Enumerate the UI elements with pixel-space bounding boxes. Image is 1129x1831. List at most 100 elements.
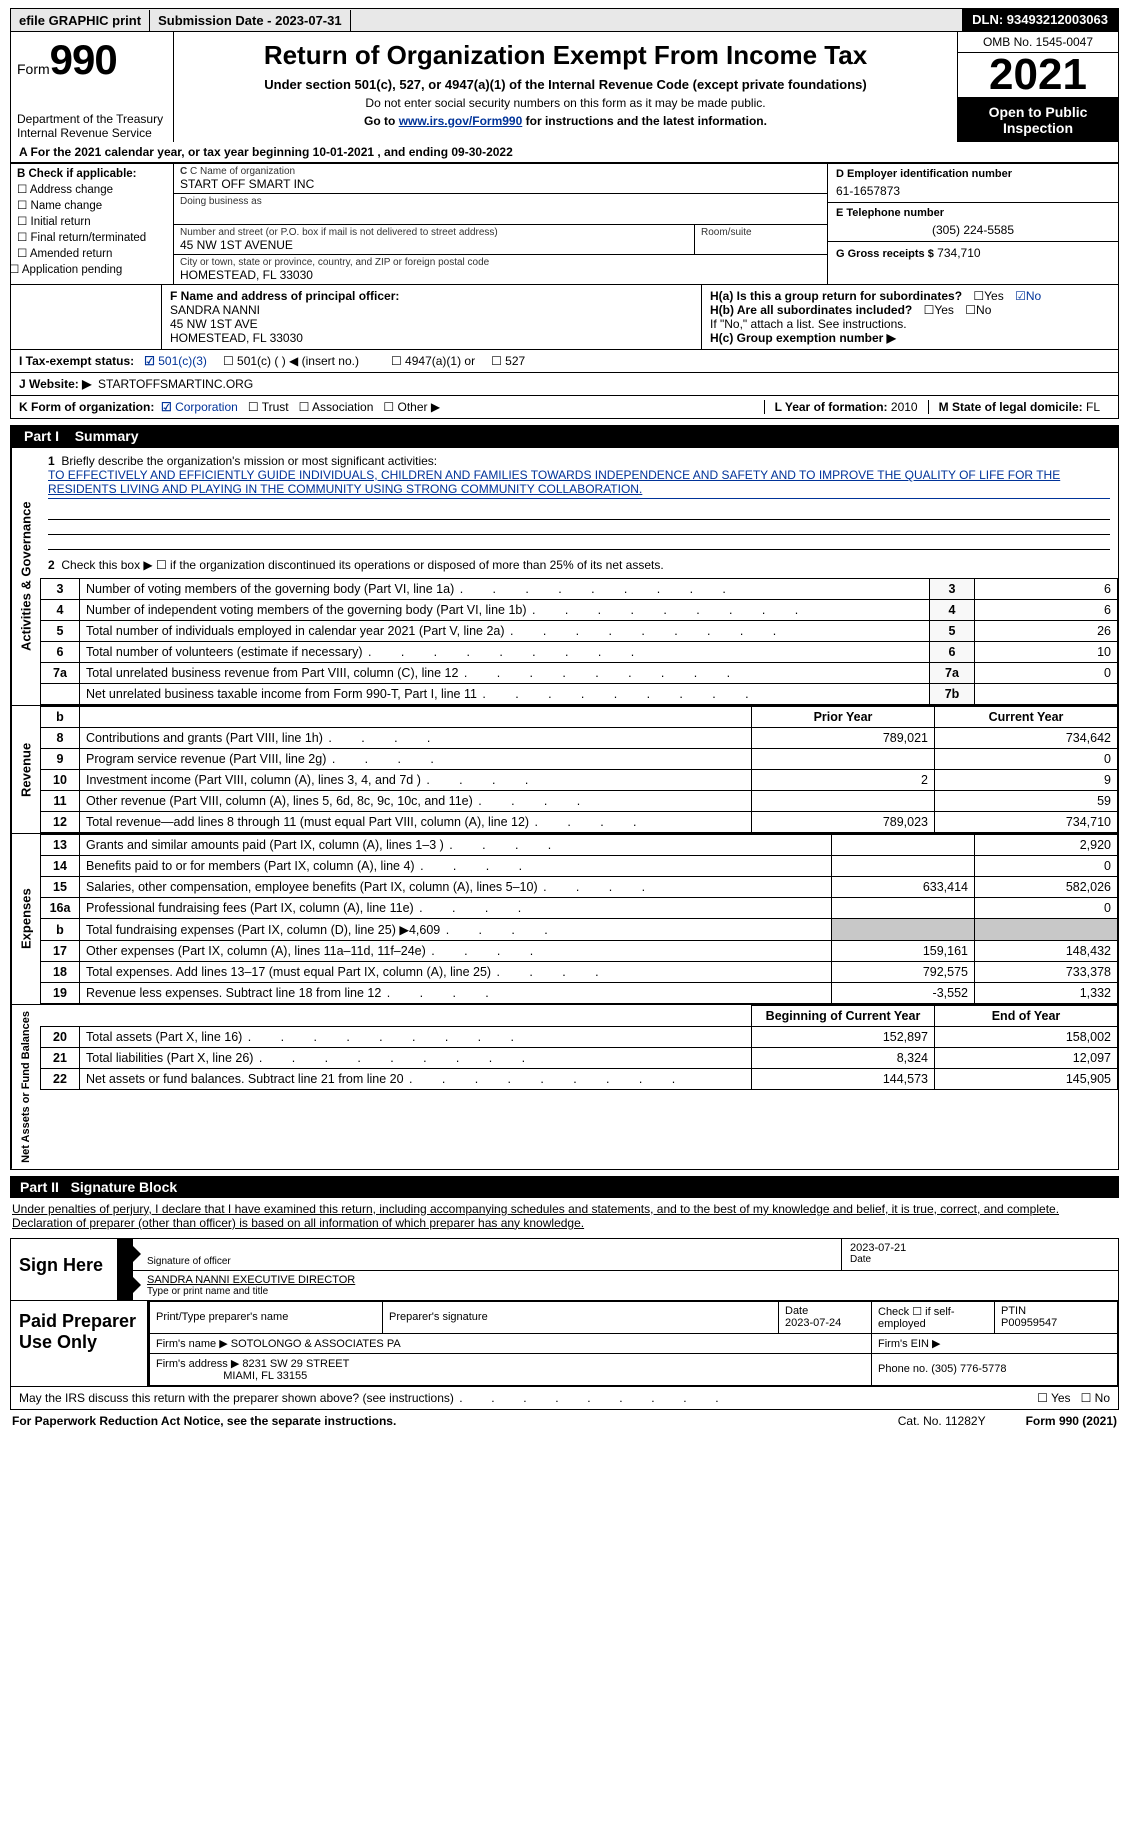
table-row: 22Net assets or fund balances. Subtract … (41, 1069, 1118, 1090)
table-row: 10Investment income (Part VIII, column (… (41, 770, 1118, 791)
table-row: 13Grants and similar amounts paid (Part … (41, 835, 1118, 856)
side-net-assets: Net Assets or Fund Balances (11, 1005, 40, 1169)
mission-text: TO EFFECTIVELY AND EFFICIENTLY GUIDE IND… (48, 468, 1110, 499)
chk-app-pending[interactable]: ☐ Application pending (17, 262, 167, 276)
table-row: 20Total assets (Part X, line 16)152,8971… (41, 1027, 1118, 1048)
room-label: Room/suite (701, 227, 821, 238)
firm-addr2: MIAMI, FL 33155 (223, 1370, 307, 1382)
activities-block: Activities & Governance 1 Briefly descri… (10, 447, 1119, 706)
section-j: J Website: ▶ STARTOFFSMARTINC.ORG (10, 373, 1119, 396)
section-c: C C Name of organization START OFF SMART… (174, 164, 827, 284)
discuss-no[interactable]: No (1081, 1391, 1110, 1405)
irs-label: Internal Revenue Service (17, 126, 167, 140)
ptin-value: P00959547 (1001, 1317, 1057, 1329)
col-current-year: Current Year (935, 707, 1118, 728)
city-value: HOMESTEAD, FL 33030 (180, 268, 821, 282)
website-value: STARTOFFSMARTINC.ORG (98, 377, 253, 391)
section-k-label: K Form of organization: (19, 400, 154, 414)
hb-no[interactable]: ☐No (965, 303, 991, 317)
table-row: bTotal fundraising expenses (Part IX, co… (41, 919, 1118, 941)
side-activities: Activities & Governance (11, 448, 40, 705)
table-row: 14Benefits paid to or for members (Part … (41, 856, 1118, 877)
date-label: Date (850, 1254, 1110, 1265)
chk-501c[interactable]: 501(c) ( ) ◀ (insert no.) (223, 354, 359, 368)
chk-501c3[interactable]: 501(c)(3) (144, 354, 207, 368)
firm-name: SOTOLONGO & ASSOCIATES PA (231, 1338, 401, 1350)
table-row: 19Revenue less expenses. Subtract line 1… (41, 983, 1118, 1004)
table-row: 7aTotal unrelated business revenue from … (41, 663, 1118, 684)
chk-corporation[interactable]: Corporation (161, 400, 238, 414)
irs-link[interactable]: www.irs.gov/Form990 (399, 114, 523, 128)
chk-address-change[interactable]: Address change (17, 182, 167, 196)
chk-trust[interactable]: Trust (248, 400, 289, 414)
part1-num: Part I (20, 428, 63, 444)
discuss-yes[interactable]: Yes (1037, 1391, 1070, 1405)
cat-number: Cat. No. 11282Y (898, 1414, 986, 1428)
line2-text: Check this box ▶ ☐ if the organization d… (61, 558, 663, 572)
gross-receipts-label: G Gross receipts $ (836, 248, 934, 260)
chk-other[interactable]: Other ▶ (383, 400, 440, 414)
prep-date-label: Date (785, 1305, 808, 1317)
ein-label: D Employer identification number (836, 168, 1110, 180)
hb-yes[interactable]: ☐Yes (924, 303, 954, 317)
side-revenue: Revenue (11, 706, 40, 833)
dba-label: Doing business as (180, 196, 821, 207)
ptin-label: PTIN (1001, 1305, 1026, 1317)
chk-4947[interactable]: 4947(a)(1) or (391, 354, 475, 368)
table-row: 8Contributions and grants (Part VIII, li… (41, 728, 1118, 749)
check-self-employed[interactable]: Check ☐ if self-employed (878, 1306, 955, 1330)
ha-yes[interactable]: ☐Yes (973, 289, 1003, 303)
efile-print-label: efile GRAPHIC print (11, 10, 150, 31)
prep-sig-label: Preparer's signature (389, 1311, 488, 1323)
col-prior-year: Prior Year (752, 707, 935, 728)
table-row: 16aProfessional fundraising fees (Part I… (41, 898, 1118, 919)
officer-name: SANDRA NANNI (170, 303, 693, 317)
table-row: Net unrelated business taxable income fr… (41, 684, 1118, 705)
part1-title: Summary (75, 428, 139, 444)
net-assets-table: Beginning of Current Year End of Year 20… (40, 1005, 1118, 1090)
revenue-block: Revenue b Prior Year Current Year 8Contr… (10, 706, 1119, 834)
gross-receipts-value: 734,710 (937, 246, 980, 260)
chk-amended-return[interactable]: Amended return (17, 246, 167, 260)
street-value: 45 NW 1ST AVENUE (180, 238, 688, 252)
section-m-label: M State of legal domicile: (939, 400, 1083, 414)
fgh-block: F Name and address of principal officer:… (10, 285, 1119, 350)
street-label: Number and street (or P.O. box if mail i… (180, 227, 688, 238)
sign-arrow-icon-2 (119, 1271, 133, 1300)
table-row: 5Total number of individuals employed in… (41, 621, 1118, 642)
header-right: OMB No. 1545-0047 2021 Open to Public In… (957, 32, 1118, 142)
revenue-table: b Prior Year Current Year 8Contributions… (40, 706, 1118, 833)
table-row: 9Program service revenue (Part VIII, lin… (41, 749, 1118, 770)
part2-num: Part II (20, 1179, 59, 1195)
firm-phone-label: Phone no. (878, 1363, 928, 1375)
calendar-year-row: A For the 2021 calendar year, or tax yea… (10, 142, 1119, 163)
prep-name-label: Print/Type preparer's name (156, 1311, 288, 1323)
form-title-block: Return of Organization Exempt From Incom… (174, 32, 957, 142)
ein-value: 61-1657873 (836, 184, 1110, 198)
table-row: 15Salaries, other compensation, employee… (41, 877, 1118, 898)
section-f-label: F Name and address of principal officer: (170, 289, 399, 303)
chk-association[interactable]: Association (299, 400, 374, 414)
sig-officer-label: Signature of officer (147, 1256, 827, 1267)
chk-final-return[interactable]: Final return/terminated (17, 230, 167, 244)
chk-initial-return[interactable]: Initial return (17, 214, 167, 228)
sign-here-label: Sign Here (11, 1239, 119, 1300)
section-b-label: B Check if applicable: (17, 168, 167, 180)
officer-addr2: HOMESTEAD, FL 33030 (170, 331, 693, 345)
table-row: 4Number of independent voting members of… (41, 600, 1118, 621)
form-header: Form990 Department of the Treasury Inter… (10, 32, 1119, 142)
sign-here-block: Sign Here Signature of officer 2023-07-2… (10, 1238, 1119, 1301)
prep-date: 2023-07-24 (785, 1317, 841, 1329)
chk-name-change[interactable]: Name change (17, 198, 167, 212)
form-number-cell: Form990 Department of the Treasury Inter… (11, 32, 174, 142)
ag-table: 3Number of voting members of the governi… (40, 578, 1118, 705)
officer-addr1: 45 NW 1ST AVE (170, 317, 693, 331)
firm-phone: (305) 776-5778 (931, 1363, 1006, 1375)
phone-label: E Telephone number (836, 207, 1110, 219)
ha-no[interactable]: ☑No (1015, 289, 1041, 303)
line1-label: Briefly describe the organization's miss… (61, 454, 437, 468)
firm-addr1: 8231 SW 29 STREET (242, 1358, 349, 1370)
chk-527[interactable]: 527 (491, 354, 525, 368)
sign-arrow-icon (119, 1239, 133, 1270)
signature-intro: Under penalties of perjury, I declare th… (10, 1198, 1119, 1234)
